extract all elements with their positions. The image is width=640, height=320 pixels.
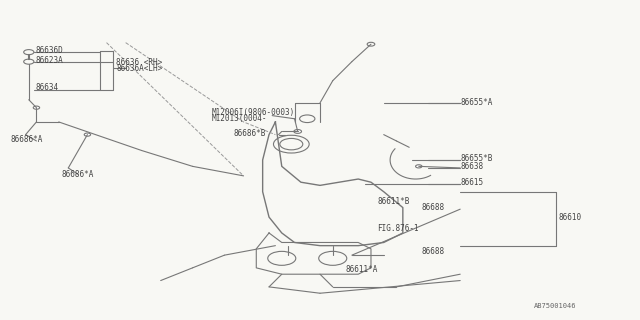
Text: 86636A<LH>: 86636A<LH> [116,64,163,73]
Text: 86636D: 86636D [35,46,63,55]
Circle shape [84,133,91,136]
Text: 86636 <RH>: 86636 <RH> [116,58,163,67]
Text: 86686*A: 86686*A [11,135,44,144]
Text: 86655*A: 86655*A [460,99,493,108]
Text: AB75001046: AB75001046 [534,303,576,309]
Text: 86686*A: 86686*A [62,170,94,179]
Text: 86634: 86634 [35,83,58,92]
Text: 86615: 86615 [460,178,483,187]
Text: 86610: 86610 [559,212,582,221]
Circle shape [33,106,40,109]
Text: 86688: 86688 [422,247,445,257]
Circle shape [294,130,301,133]
Text: FIG.876-1: FIG.876-1 [378,224,419,233]
Text: 86638: 86638 [460,162,483,171]
Text: M12013(0004-: M12013(0004- [212,114,267,123]
Text: 86623A: 86623A [35,56,63,65]
Text: M12006I(9806-0003): M12006I(9806-0003) [212,108,295,117]
Text: 86655*B: 86655*B [460,154,493,163]
Text: 86688: 86688 [422,203,445,212]
Circle shape [415,165,422,168]
Text: 86611*B: 86611*B [378,197,410,206]
Text: 86686*B: 86686*B [234,129,266,138]
Text: 86611*A: 86611*A [346,265,378,274]
